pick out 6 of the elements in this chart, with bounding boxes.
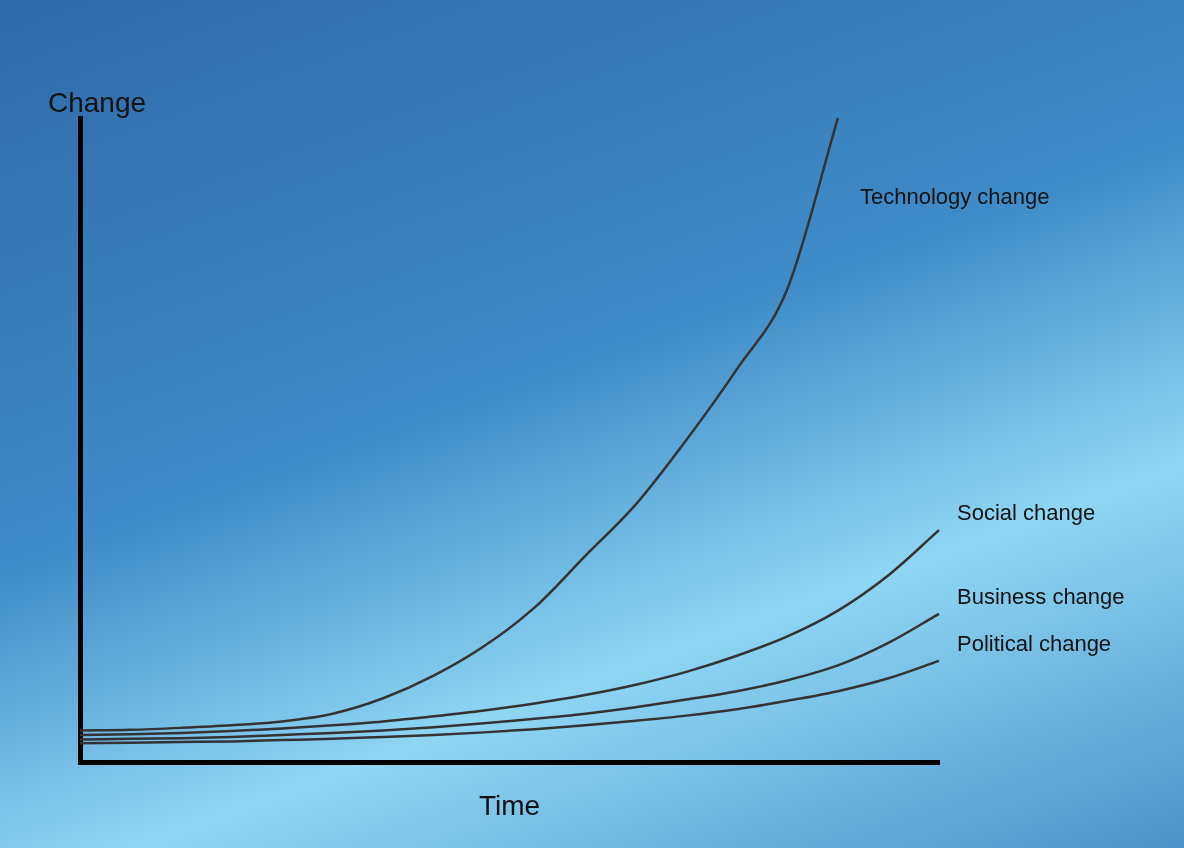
x-axis-title: Time: [478, 789, 541, 821]
y-axis-title: Change: [48, 87, 147, 118]
series-label: Technology change: [859, 184, 1050, 210]
series-label: Business change: [957, 583, 1125, 609]
series-label: Social change: [957, 500, 1096, 526]
series-label: Political change: [957, 630, 1112, 656]
